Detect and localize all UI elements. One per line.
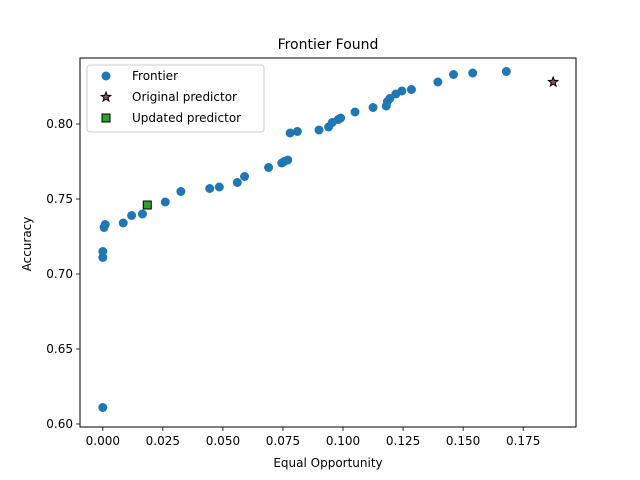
updated-predictor-point	[142, 200, 152, 210]
chart-title: Frontier Found	[278, 37, 379, 53]
y-axis-title: Accuracy	[20, 217, 34, 272]
frontier-point	[205, 184, 215, 193]
frontier-point	[283, 155, 293, 165]
frontier-point	[98, 247, 108, 256]
x-tick-label: 0.125	[386, 434, 420, 448]
frontier-point	[368, 103, 378, 112]
x-tick-label: 0.175	[506, 434, 540, 448]
frontier-point	[176, 187, 186, 196]
y-tick-label: 0.65	[46, 342, 73, 356]
frontier-point	[264, 163, 274, 172]
legend-marker-original-predictor	[99, 90, 113, 103]
original-predictor-point	[547, 75, 560, 88]
frontier-point	[501, 67, 511, 76]
frontier-point	[397, 86, 407, 96]
legend-label-frontier: Frontier	[132, 69, 178, 83]
legend-marker-frontier	[101, 71, 111, 81]
frontier-point	[292, 127, 302, 136]
frontier-point	[100, 220, 110, 229]
frontier-point	[127, 211, 137, 220]
legend-label-updated-predictor: Updated predictor	[132, 111, 241, 125]
frontier-point	[285, 128, 295, 138]
frontier-point	[314, 125, 324, 135]
legend: Frontier Original predictor Updated predic…	[86, 64, 265, 133]
x-tick-label: 0.000	[86, 434, 120, 448]
frontier-point	[240, 172, 250, 181]
x-tick-label: 0.025	[146, 434, 180, 448]
x-tick-label: 0.075	[266, 434, 300, 448]
legend-label-original-predictor: Original predictor	[132, 90, 237, 104]
x-axis: 0.000 0.025 0.050 0.075 0.100 0.125 0.150 0.175	[86, 427, 540, 448]
frontier-point	[350, 107, 360, 117]
frontier-point	[449, 70, 459, 79]
y-tick-label: 0.80	[46, 117, 73, 131]
frontier-point	[137, 209, 147, 219]
plot-area	[79, 57, 577, 428]
frontier-point	[160, 197, 170, 207]
y-tick-label: 0.60	[46, 417, 73, 431]
x-tick-label: 0.150	[446, 434, 480, 448]
y-tick-label: 0.70	[46, 267, 73, 281]
frontier-point	[468, 68, 478, 78]
legend-box	[86, 64, 265, 133]
frontier-point	[98, 403, 108, 412]
x-tick-label: 0.050	[206, 434, 240, 448]
legend-marker-updated-predictor	[101, 113, 111, 123]
frontier-point	[232, 178, 242, 187]
frontier-point	[406, 85, 416, 94]
plot-frame	[79, 57, 577, 428]
y-axis: 0.60 0.65 0.70 0.75 0.80	[46, 117, 80, 431]
frontier-point	[118, 218, 128, 228]
y-tick-label: 0.75	[46, 192, 73, 206]
x-tick-label: 0.100	[326, 434, 360, 448]
frontier-point	[214, 182, 224, 192]
frontier-point	[336, 113, 346, 123]
x-axis-title: Equal Opportunity	[273, 456, 382, 470]
frontier-point	[433, 77, 443, 87]
